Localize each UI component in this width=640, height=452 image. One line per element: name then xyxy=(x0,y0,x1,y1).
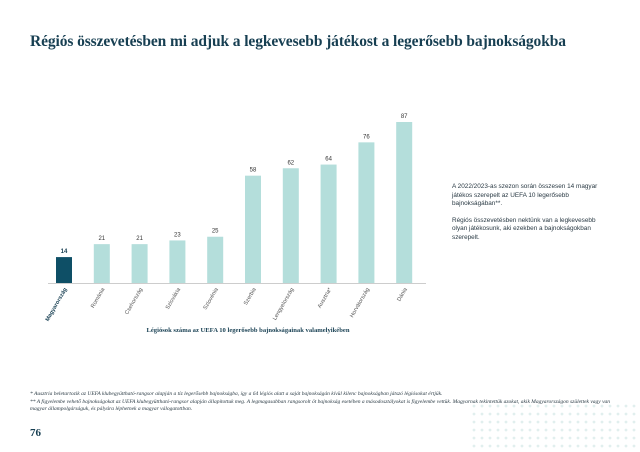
page-title: Régiós összevetésben mi adjuk a legkeves… xyxy=(30,33,566,50)
bar-3 xyxy=(169,240,186,283)
data-label-9: 87 xyxy=(401,114,408,120)
data-label-1: 21 xyxy=(98,236,105,242)
category-label-0: Magyarország xyxy=(45,287,69,323)
footnote-method: ** A figyelembe vehető bajnokságokat az … xyxy=(30,398,611,413)
category-label-2: Csehország xyxy=(124,287,144,316)
category-label-5: Szerbia xyxy=(243,286,258,306)
data-label-7: 64 xyxy=(325,157,332,163)
bar-6 xyxy=(282,168,299,283)
data-label-0: 14 xyxy=(61,249,68,255)
category-label-6: Lengyelország xyxy=(272,287,295,322)
footnotes: * Ausztria beletartozik az UEFA klubegyü… xyxy=(30,391,615,414)
data-label-4: 25 xyxy=(212,229,219,235)
bar-8 xyxy=(358,142,375,283)
decorative-pattern xyxy=(470,402,640,452)
category-label-9: Dánia xyxy=(396,286,409,302)
bar-9 xyxy=(396,122,413,283)
bar-1 xyxy=(93,244,110,283)
category-label-1: Románia xyxy=(90,286,107,309)
data-label-6: 62 xyxy=(287,160,294,166)
bar-2 xyxy=(131,244,148,283)
category-label-8: Horvátország xyxy=(349,287,371,319)
bar-7 xyxy=(320,164,337,283)
category-label-3: Szlovákia xyxy=(165,286,183,311)
data-label-8: 76 xyxy=(363,134,370,140)
footnote-austria: * Ausztria beletartozik az UEFA klubegyü… xyxy=(30,391,443,397)
side-note-regional: Régiós összevetésben nektünk van a legke… xyxy=(452,216,596,241)
side-notes: A 2022/2023-as szezon során összesen 14 … xyxy=(452,183,602,251)
bar-0 xyxy=(56,257,72,283)
side-note-total: A 2022/2023-as szezon során összesen 14 … xyxy=(452,183,598,208)
category-label-7: Ausztria* xyxy=(317,286,334,309)
data-label-2: 21 xyxy=(136,236,143,242)
bar-5 xyxy=(245,175,261,283)
bar-4 xyxy=(207,236,224,283)
page-number: 76 xyxy=(30,427,41,439)
x-axis-label: Légiósok száma az UEFA 10 legerősebb baj… xyxy=(146,327,350,334)
data-label-5: 58 xyxy=(250,168,257,174)
category-label-4: Szlovénia xyxy=(203,286,221,311)
data-label-3: 23 xyxy=(174,232,181,238)
